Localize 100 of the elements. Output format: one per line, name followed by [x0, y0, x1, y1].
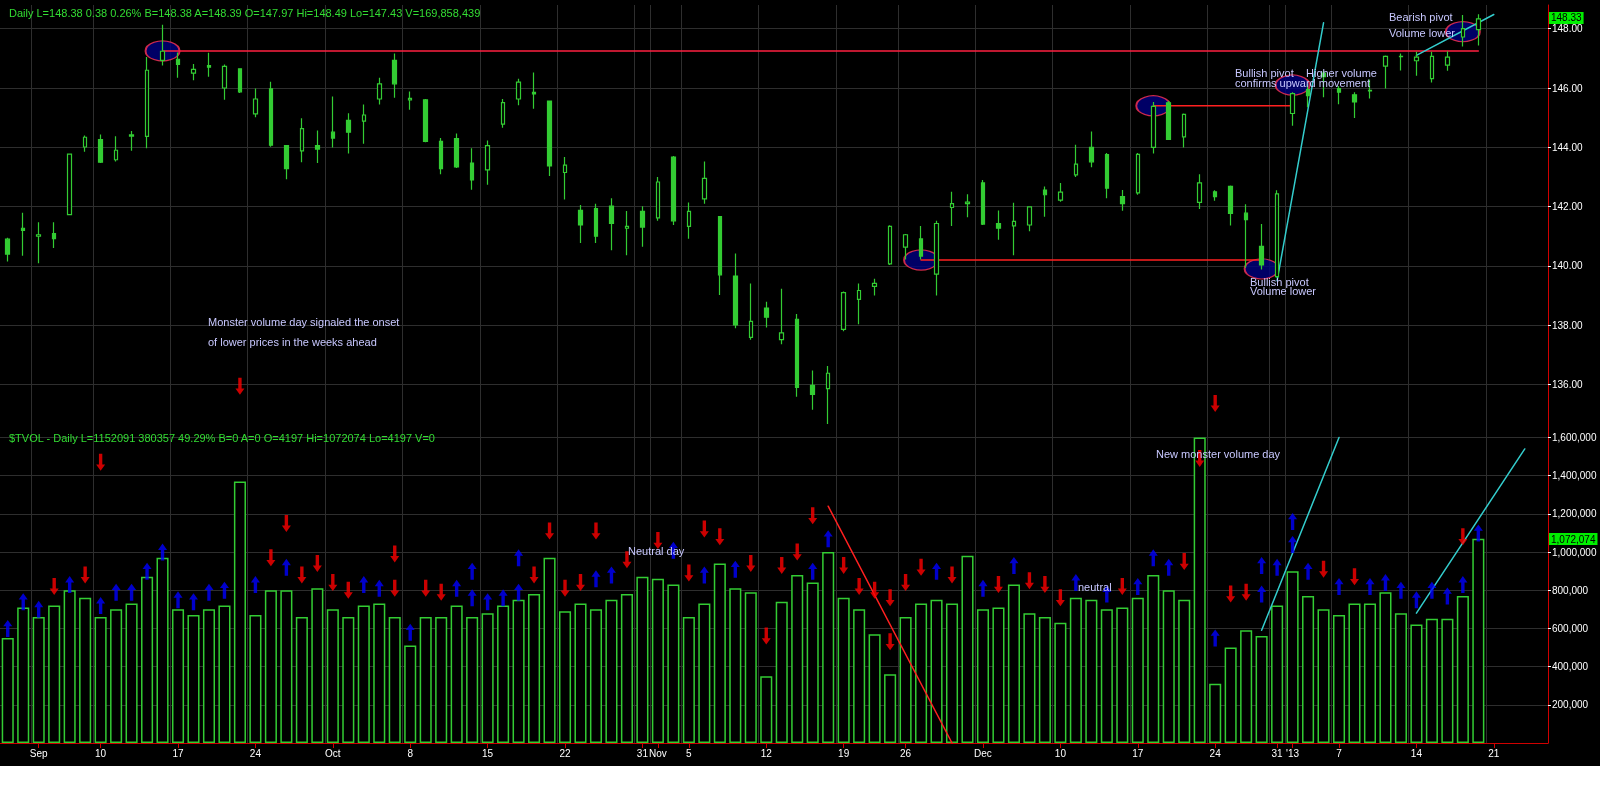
- bar: [744, 592, 757, 743]
- candlestick: [252, 88, 259, 118]
- bar: [1379, 592, 1392, 743]
- bar: [1178, 599, 1191, 743]
- bar: [1131, 597, 1144, 743]
- x-tick-label: '13: [1286, 747, 1300, 759]
- x-tick-label: 22: [559, 747, 572, 759]
- candlestick: [1351, 91, 1358, 119]
- x-tick-label: Sep: [29, 747, 49, 759]
- bar: [806, 582, 819, 743]
- y-tick-label: 1,400,000: [1552, 470, 1597, 482]
- bar: [992, 607, 1005, 743]
- bar: [63, 590, 76, 743]
- candlestick: [345, 112, 352, 155]
- candlestick: [655, 176, 661, 222]
- candlestick: [577, 204, 584, 244]
- x-tick-label: 24: [1209, 747, 1222, 759]
- candlestick: [221, 63, 228, 101]
- x-tick-label: Dec: [974, 747, 992, 759]
- candlestick: [391, 53, 398, 99]
- bar: [651, 578, 664, 743]
- bar: [171, 609, 185, 743]
- bar: [1363, 603, 1377, 743]
- candlestick: [1165, 100, 1172, 141]
- bar: [156, 557, 169, 743]
- bar: [249, 615, 262, 743]
- candlestick: [515, 78, 522, 106]
- x-tick-label: 5: [686, 747, 693, 759]
- bar: [899, 616, 912, 743]
- y-tick-label: 200,000: [1552, 699, 1589, 711]
- bar: [32, 616, 45, 743]
- bar: [17, 607, 30, 743]
- candlestick: [871, 278, 878, 297]
- x-tick-label: 14: [1410, 747, 1423, 759]
- bar: [713, 563, 726, 743]
- x-tick-label: Nov: [649, 747, 667, 759]
- x-tick-label: 8: [407, 747, 414, 759]
- y-tick-label: 600,000: [1552, 622, 1589, 634]
- bar: [589, 609, 603, 743]
- bar: [682, 616, 695, 743]
- bar: [667, 584, 680, 743]
- candlestick: [1212, 189, 1218, 202]
- x-tick-label: Oct: [325, 747, 341, 759]
- bar: [1255, 636, 1268, 743]
- bar: [404, 645, 417, 743]
- candlestick: [593, 203, 599, 244]
- bar: [1394, 613, 1407, 743]
- bar: [1069, 597, 1082, 743]
- candlestick: [1475, 13, 1482, 47]
- bar: [605, 599, 618, 743]
- candlestick: [717, 216, 723, 296]
- x-tick-label: 31: [636, 747, 649, 759]
- bar: [435, 616, 448, 743]
- bar: [558, 611, 572, 743]
- candlestick: [1227, 184, 1234, 227]
- x-tick-label: 17: [1132, 747, 1144, 759]
- bar: [110, 609, 123, 743]
- y-tick-label: 148.00: [1552, 23, 1584, 35]
- candlestick: [949, 191, 955, 227]
- annotation: Bearish pivot: [1389, 10, 1453, 23]
- candlestick: [35, 221, 42, 264]
- candlestick: [268, 81, 274, 148]
- candlestick: [624, 210, 630, 256]
- candlestick: [1104, 152, 1110, 199]
- bar: [1441, 618, 1454, 743]
- bar: [1348, 603, 1361, 743]
- candlestick: [778, 288, 785, 345]
- y-tick-label: 1,200,000: [1552, 508, 1597, 520]
- bar: [837, 597, 850, 743]
- candlestick: [128, 130, 135, 152]
- candlestick: [840, 290, 847, 332]
- bar: [450, 605, 463, 743]
- candlestick: [794, 313, 800, 398]
- candlestick: [438, 137, 444, 175]
- y-tick-label: 136.00: [1552, 378, 1584, 390]
- bar: [1332, 615, 1346, 743]
- bar: [1425, 618, 1438, 743]
- candlestick: [1413, 51, 1420, 77]
- bar: [1271, 605, 1284, 743]
- candlestick: [314, 129, 321, 164]
- bar: [620, 594, 633, 743]
- candlestick: [639, 205, 646, 248]
- y-tick-label: 144.00: [1552, 141, 1584, 153]
- bar: [1085, 599, 1098, 743]
- candlestick: [361, 104, 367, 145]
- candlestick: [964, 193, 971, 218]
- bar: [884, 674, 897, 743]
- bar: [976, 609, 990, 743]
- candlestick: [66, 153, 73, 216]
- bar: [1317, 609, 1330, 743]
- bar: [1456, 595, 1469, 743]
- x-tick-label: 10: [95, 747, 107, 759]
- candlestick: [1042, 185, 1048, 218]
- bar: [853, 609, 866, 743]
- bar: [1147, 574, 1160, 743]
- bar: [1038, 616, 1051, 743]
- bar: [512, 599, 525, 743]
- candlestick: [825, 365, 831, 425]
- candlestick: [1258, 223, 1265, 271]
- bar: [822, 552, 835, 743]
